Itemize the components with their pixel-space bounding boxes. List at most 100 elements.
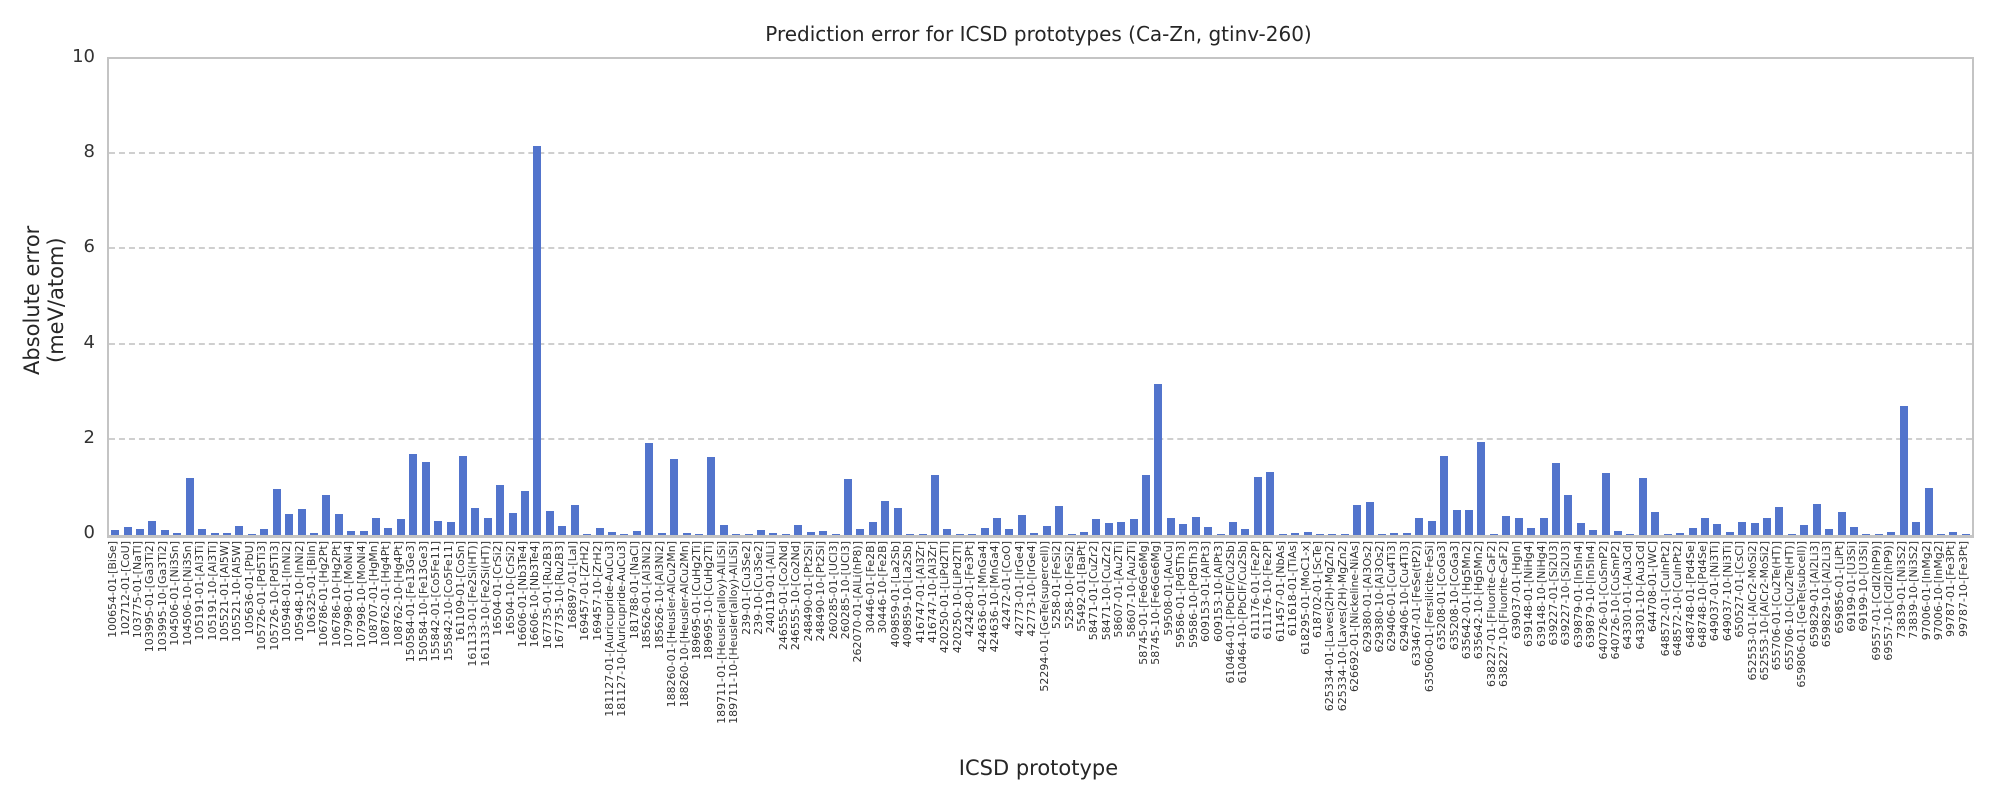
bar — [1427, 520, 1436, 535]
bar — [744, 534, 753, 535]
bar — [160, 530, 169, 535]
bar — [1055, 506, 1064, 535]
x-tick-label: 635060-01-[Fersilicite-FeSi] — [1422, 541, 1436, 693]
x-tick-label: 150584-01-[Fe13Ge3] — [404, 541, 418, 663]
x-tick-label: 420250-01-[LiPd2Tl] — [938, 541, 952, 654]
bar — [272, 488, 281, 535]
x-tick-label: 639037-01-[HgIn] — [1509, 541, 1523, 639]
x-tick-label: 239-01-[Cu3Se2] — [739, 541, 753, 635]
x-tick-label: 635642-10-[Hg5Mn2] — [1472, 541, 1486, 660]
x-tick-label: 189711-10-[Heusler(alloy)-AlLiSi] — [727, 541, 741, 724]
bar — [1452, 510, 1461, 535]
bar — [1489, 534, 1498, 535]
bar — [1092, 518, 1101, 535]
bar — [657, 533, 666, 535]
bar — [297, 508, 306, 535]
bar — [781, 534, 790, 535]
bar — [1241, 528, 1250, 535]
bar — [856, 529, 865, 535]
bar — [881, 501, 890, 535]
x-tick-label: 635208-01-[CoGa3] — [1435, 541, 1449, 651]
x-tick-label: 416747-01-[Al3Zr] — [913, 541, 927, 644]
bar — [1912, 521, 1921, 535]
x-tick-label: 5258-10-[FeSi2] — [1062, 541, 1076, 630]
plot-area — [107, 57, 1974, 538]
bar — [123, 526, 132, 535]
bar — [359, 531, 368, 535]
bar — [769, 532, 778, 535]
x-tick-label: 42773-10-[IrGe4] — [1025, 541, 1039, 637]
chart-title: Prediction error for ICSD prototypes (Ca… — [765, 22, 1312, 46]
x-tick-label: 58607-10-[Au2Ti] — [1124, 541, 1138, 638]
bar — [148, 520, 157, 535]
bar — [1154, 383, 1163, 535]
x-tick-label: 100654-01-[BiSe] — [106, 541, 120, 638]
bar — [608, 532, 616, 535]
bar — [1402, 532, 1411, 535]
x-tick-label: 16504-10-[CrSi2] — [503, 541, 517, 636]
bar — [1527, 528, 1536, 535]
x-tick-label: 638227-10-[Fluorite-CaF2] — [1497, 541, 1511, 687]
x-tick-label: 169457-10-[ZrH2] — [590, 541, 604, 641]
bar — [806, 531, 815, 535]
bar — [434, 520, 443, 535]
x-tick-label: 69557-10-[CdI2(hP9)] — [1882, 541, 1896, 661]
bar — [732, 534, 741, 535]
bar — [1266, 471, 1275, 535]
x-tick-label: 643301-01-[Au3Cd] — [1621, 541, 1635, 650]
bar — [943, 528, 952, 535]
bar — [558, 526, 567, 535]
bar — [1477, 441, 1486, 535]
bar — [1713, 524, 1722, 535]
x-tick-label: 185626-01-[Al3Ni2] — [640, 541, 654, 650]
bar — [1551, 463, 1560, 535]
bar — [545, 510, 554, 535]
x-tick-label: 5258-01-[FeSi2] — [1050, 541, 1064, 630]
bar — [757, 529, 766, 535]
bar — [1440, 455, 1449, 535]
bar — [1328, 534, 1337, 535]
x-tick-label: 189695-10-[CuHg2Ti] — [702, 541, 716, 660]
bar — [1166, 518, 1175, 535]
x-tick-label: 104506-01-[Ni3Sn] — [168, 541, 182, 646]
bar — [521, 491, 530, 535]
bar — [396, 519, 405, 535]
bar — [222, 532, 231, 535]
x-tick-label: 626692-01-[Nickeline-NiAs] — [1348, 541, 1362, 692]
x-tick-label: 240119-01-[AlLi] — [764, 541, 778, 634]
x-tick-label: 640726-01-[CuSmP2] — [1596, 541, 1610, 660]
x-tick-label: 188260-01-[Heusler-AlCu2Mn] — [665, 541, 679, 708]
bar — [620, 534, 629, 535]
x-tick-label: 420250-10-[LiPd2Tl] — [950, 541, 964, 654]
bar — [1030, 533, 1039, 535]
x-tick-label: 248490-10-[Pt2Si] — [814, 541, 828, 642]
bar — [185, 477, 194, 535]
x-tick-label: 155842-10-[Co5Fe11] — [441, 541, 455, 662]
y-tick-label: 6 — [83, 236, 95, 258]
x-tick-label: 633467-01-[FeSe(tP2)] — [1410, 541, 1424, 667]
bar — [198, 529, 207, 535]
bar — [173, 532, 182, 535]
x-tick-label: 609153-01-[AlPt3] — [1199, 541, 1213, 643]
x-tick-label: 42428-01-[Fe3Pt] — [963, 541, 977, 637]
gridline — [109, 437, 1972, 440]
bar — [309, 532, 318, 535]
x-tick-label: 107998-10-[MoNi4] — [354, 541, 368, 649]
bar — [1042, 526, 1051, 535]
bar — [1229, 521, 1237, 535]
y-tick-label: 8 — [83, 141, 95, 163]
x-tick-label: 150584-10-[Fe13Ge3] — [416, 541, 430, 663]
bar — [583, 534, 592, 535]
x-tick-label: 650527-01-[CsCl] — [1733, 541, 1747, 638]
x-tick-label: 58745-10-[Fe6Ge6Mg] — [1149, 541, 1163, 665]
x-tick-label: 659829-01-[Al2Li3] — [1807, 541, 1821, 648]
bar — [458, 456, 467, 535]
x-tick-label: 73839-10-[Ni3S2] — [1907, 541, 1921, 639]
bar — [322, 495, 331, 535]
x-tick-label: 639148-01-[NiHg4] — [1522, 541, 1536, 648]
bar — [1353, 504, 1362, 535]
x-tick-label: 659856-01-[LiPt] — [1832, 541, 1846, 634]
bar — [1700, 518, 1709, 535]
bar — [1663, 534, 1672, 535]
bar — [111, 530, 120, 535]
